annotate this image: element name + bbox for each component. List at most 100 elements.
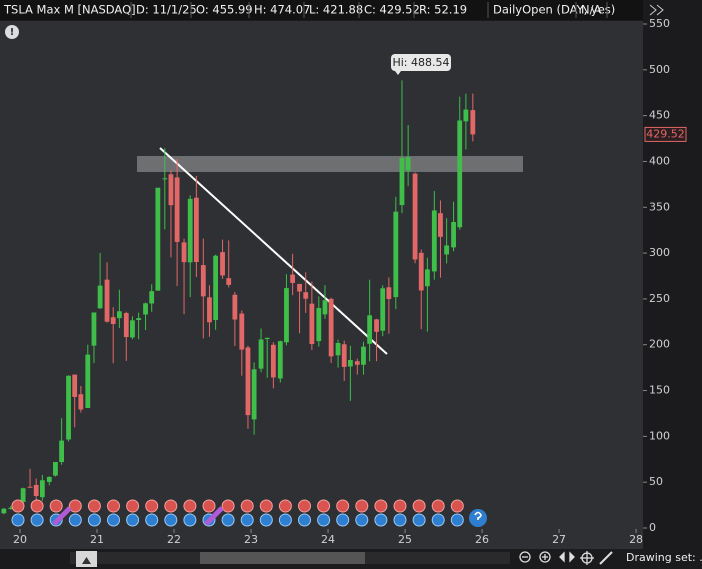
y-tick-label: 300 bbox=[649, 246, 670, 259]
candle-body bbox=[200, 265, 206, 297]
candle-body bbox=[116, 311, 122, 319]
high-label-text: Hi: 488.54 bbox=[392, 56, 449, 69]
collapse-icon[interactable] bbox=[649, 4, 664, 16]
candle-body bbox=[297, 283, 302, 292]
candle-body bbox=[174, 177, 180, 242]
y-tick-label: 350 bbox=[649, 200, 670, 213]
earnings-icon[interactable] bbox=[259, 513, 273, 527]
candle-body bbox=[27, 486, 33, 488]
dividend-icon[interactable] bbox=[374, 499, 388, 513]
toolbar-icons[interactable] bbox=[519, 551, 613, 565]
dividend-icon[interactable] bbox=[240, 499, 254, 513]
dividend-icon[interactable] bbox=[202, 499, 216, 513]
x-tick-label: 28 bbox=[629, 533, 643, 546]
candle-body bbox=[91, 312, 97, 346]
dividend-icon[interactable] bbox=[259, 499, 273, 513]
candle-body bbox=[374, 319, 379, 332]
dividend-icon[interactable] bbox=[68, 499, 82, 513]
candle-body bbox=[470, 110, 476, 135]
candle-body bbox=[104, 279, 110, 322]
dividend-icon[interactable] bbox=[355, 499, 369, 513]
dividend-icon[interactable] bbox=[431, 499, 445, 513]
candle-body bbox=[284, 288, 289, 343]
dividend-icon[interactable] bbox=[87, 499, 101, 513]
x-tick-label: 26 bbox=[475, 533, 489, 546]
earnings-icon[interactable] bbox=[145, 513, 159, 527]
dividend-icon[interactable] bbox=[393, 499, 407, 513]
drawing-set: Drawing set: . bbox=[626, 551, 702, 564]
earnings-icon[interactable] bbox=[126, 513, 140, 527]
split-icon[interactable] bbox=[52, 506, 72, 526]
price-zone[interactable] bbox=[137, 156, 523, 172]
candle-body bbox=[335, 342, 341, 356]
dividend-icon[interactable] bbox=[107, 499, 120, 513]
candle-body bbox=[451, 222, 456, 248]
earnings-icon[interactable] bbox=[298, 513, 311, 527]
dividend-icon[interactable] bbox=[49, 499, 63, 513]
candle-body bbox=[181, 242, 187, 263]
candle-body bbox=[380, 288, 386, 331]
earnings-icon[interactable] bbox=[240, 513, 254, 527]
draw-tool[interactable] bbox=[599, 551, 613, 565]
earnings-icon[interactable] bbox=[355, 513, 369, 527]
earnings-icon[interactable] bbox=[336, 513, 350, 527]
dividend-icon[interactable] bbox=[278, 499, 292, 513]
dividend-icon[interactable] bbox=[164, 499, 178, 513]
trend-line[interactable] bbox=[159, 147, 388, 355]
open: O: 455.99 bbox=[196, 3, 253, 17]
dividend-icon[interactable] bbox=[11, 499, 25, 513]
earnings-icon[interactable] bbox=[221, 513, 235, 527]
candle-body bbox=[341, 344, 347, 367]
y-tick-label: 200 bbox=[649, 338, 670, 351]
study-value: N/A bbox=[581, 3, 601, 17]
alert-icon[interactable] bbox=[5, 25, 19, 39]
earnings-icon[interactable] bbox=[412, 513, 426, 527]
earnings-icon[interactable] bbox=[68, 513, 82, 527]
candle-body bbox=[155, 187, 161, 291]
earnings-icon[interactable] bbox=[30, 513, 44, 527]
earnings-icon[interactable] bbox=[164, 513, 178, 527]
dividend-icon[interactable] bbox=[317, 499, 331, 513]
dividend-icon[interactable] bbox=[298, 499, 311, 513]
earnings-icon[interactable] bbox=[450, 513, 464, 527]
candle-body bbox=[347, 360, 353, 367]
x-tick-label: 22 bbox=[167, 533, 181, 546]
dividend-icon[interactable] bbox=[145, 499, 159, 513]
zoom-out[interactable] bbox=[519, 551, 531, 563]
candle-body bbox=[431, 210, 437, 272]
earnings-icon[interactable] bbox=[374, 513, 388, 527]
earnings-icon[interactable] bbox=[431, 513, 445, 527]
dividend-icon[interactable] bbox=[221, 499, 235, 513]
dividend-icon[interactable] bbox=[126, 499, 140, 513]
top-right-icons[interactable] bbox=[649, 4, 664, 16]
candle-body bbox=[78, 394, 84, 410]
earnings-icon[interactable] bbox=[183, 513, 197, 527]
earnings-icon[interactable] bbox=[393, 513, 407, 527]
scroll-thumb[interactable] bbox=[200, 552, 365, 564]
earnings-icon[interactable] bbox=[107, 513, 120, 527]
candle-body bbox=[405, 157, 411, 171]
dividend-icon[interactable] bbox=[183, 499, 197, 513]
pan[interactable] bbox=[559, 551, 575, 563]
y-tick-label: 150 bbox=[649, 384, 670, 397]
earnings-icon[interactable] bbox=[317, 513, 331, 527]
dividend-icon[interactable] bbox=[30, 499, 44, 513]
y-tick-label: 0 bbox=[649, 521, 656, 534]
dividend-icon[interactable] bbox=[336, 499, 350, 513]
candle-body bbox=[264, 337, 270, 340]
earnings-icon[interactable] bbox=[87, 513, 101, 527]
candle-body bbox=[110, 317, 116, 325]
earnings-icon[interactable] bbox=[11, 513, 25, 527]
earnings-icon[interactable] bbox=[278, 513, 292, 527]
range: R: 52.19 bbox=[419, 3, 467, 17]
scroll-arrow bbox=[82, 557, 91, 564]
candle-body bbox=[270, 344, 276, 378]
zoom-in[interactable] bbox=[539, 551, 551, 563]
candle-body bbox=[393, 211, 399, 298]
candle-body bbox=[85, 354, 91, 408]
axes: 0 50 100 150 200 250 300 350 400 450 500 550 20 21 22 2… bbox=[13, 17, 687, 546]
dividend-icon[interactable] bbox=[450, 499, 464, 513]
split-icon[interactable] bbox=[204, 506, 224, 526]
dividend-icon[interactable] bbox=[412, 499, 426, 513]
event-icons[interactable] bbox=[11, 499, 487, 527]
